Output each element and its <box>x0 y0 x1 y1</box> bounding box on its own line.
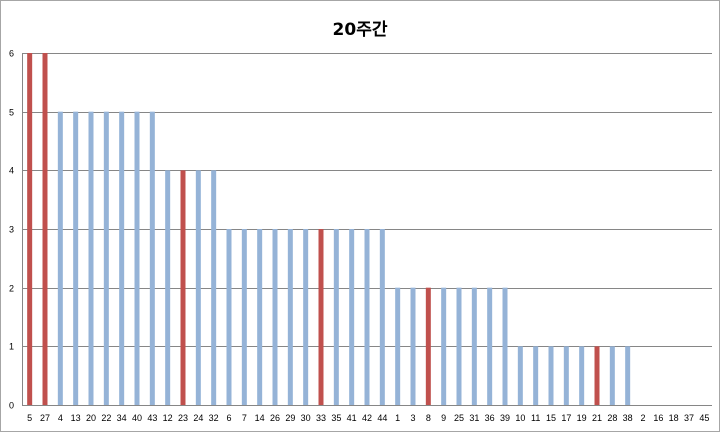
x-tick-label: 23 <box>178 413 188 423</box>
bar <box>517 346 523 405</box>
x-tick-label: 1 <box>395 413 400 423</box>
bar <box>395 287 401 405</box>
bar <box>165 170 171 405</box>
chart-title: 20주간 <box>332 20 388 40</box>
x-tick-label: 14 <box>255 413 265 423</box>
bar-highlighted <box>425 287 431 405</box>
bar <box>548 346 554 405</box>
bar-highlighted <box>594 346 600 405</box>
bar <box>533 346 539 405</box>
bar <box>487 287 493 405</box>
x-tick-label: 20 <box>86 413 96 423</box>
x-tick-label: 19 <box>577 413 587 423</box>
bar <box>226 229 232 405</box>
bar-highlighted <box>180 170 186 405</box>
bar <box>272 229 278 405</box>
bar <box>134 111 140 406</box>
x-tick-label: 34 <box>117 413 127 423</box>
x-tick-label: 41 <box>347 413 357 423</box>
bar <box>379 229 385 405</box>
bar <box>57 111 63 406</box>
x-tick-label: 42 <box>362 413 372 423</box>
y-tick-label: 2 <box>9 284 14 294</box>
bar <box>73 111 79 406</box>
x-tick-label: 36 <box>485 413 495 423</box>
x-tick-label: 45 <box>699 413 709 423</box>
bar <box>287 229 293 405</box>
x-tick-label: 16 <box>653 413 663 423</box>
x-tick-label: 11 <box>531 413 540 423</box>
bar <box>103 111 109 406</box>
x-tick-label: 18 <box>669 413 679 423</box>
x-tick-label: 8 <box>426 413 431 423</box>
bar <box>471 287 477 405</box>
bar-highlighted <box>318 229 324 405</box>
bar <box>441 287 447 405</box>
x-tick-label: 22 <box>101 413 111 423</box>
x-tick-label: 24 <box>193 413 203 423</box>
bar <box>149 111 155 406</box>
x-tick-label: 40 <box>132 413 142 423</box>
x-tick-label: 15 <box>546 413 556 423</box>
y-tick-label: 0 <box>9 401 14 411</box>
x-tick-label: 44 <box>377 413 387 423</box>
bar <box>410 287 416 405</box>
bar <box>211 170 217 405</box>
x-tick-label: 35 <box>331 413 341 423</box>
x-tick-label: 6 <box>226 413 231 423</box>
bar <box>257 229 263 405</box>
bar-highlighted <box>27 53 33 405</box>
bar <box>625 346 631 405</box>
x-tick-label: 32 <box>209 413 219 423</box>
bar <box>119 111 125 406</box>
bar <box>456 287 462 405</box>
x-tick-label: 3 <box>410 413 415 423</box>
bar <box>195 170 201 405</box>
x-tick-label: 27 <box>40 413 50 423</box>
x-tick-label: 38 <box>623 413 633 423</box>
y-tick-label: 3 <box>9 225 14 235</box>
bar <box>303 229 309 405</box>
bar <box>333 229 339 405</box>
x-tick-label: 21 <box>592 413 602 423</box>
y-tick-label: 5 <box>9 108 14 118</box>
x-tick-label: 30 <box>301 413 311 423</box>
x-tick-label: 10 <box>515 413 525 423</box>
x-tick-label: 17 <box>561 413 571 423</box>
bar <box>579 346 585 405</box>
x-tick-label: 43 <box>147 413 157 423</box>
bar <box>88 111 94 406</box>
x-tick-label: 31 <box>469 413 479 423</box>
x-tick-label: 5 <box>27 413 32 423</box>
x-tick-label: 28 <box>607 413 617 423</box>
bar <box>241 229 247 405</box>
x-tick-label: 33 <box>316 413 326 423</box>
x-tick-label: 4 <box>58 413 63 423</box>
x-tick-label: 2 <box>640 413 645 423</box>
x-tick-label: 13 <box>71 413 81 423</box>
x-tick-label: 7 <box>242 413 247 423</box>
y-tick-label: 4 <box>9 166 14 176</box>
bar <box>364 229 370 405</box>
x-tick-label: 26 <box>270 413 280 423</box>
x-tick-label: 9 <box>441 413 446 423</box>
x-tick-label: 39 <box>500 413 510 423</box>
bar <box>609 346 615 405</box>
y-tick-label: 1 <box>9 342 14 352</box>
bar <box>563 346 569 405</box>
x-tick-label: 25 <box>454 413 464 423</box>
bar <box>349 229 355 405</box>
bar-highlighted <box>42 53 48 405</box>
x-tick-label: 37 <box>684 413 694 423</box>
x-tick-label: 12 <box>163 413 173 423</box>
x-tick-label: 29 <box>285 413 295 423</box>
bar <box>502 287 508 405</box>
y-tick-label: 6 <box>9 49 14 59</box>
